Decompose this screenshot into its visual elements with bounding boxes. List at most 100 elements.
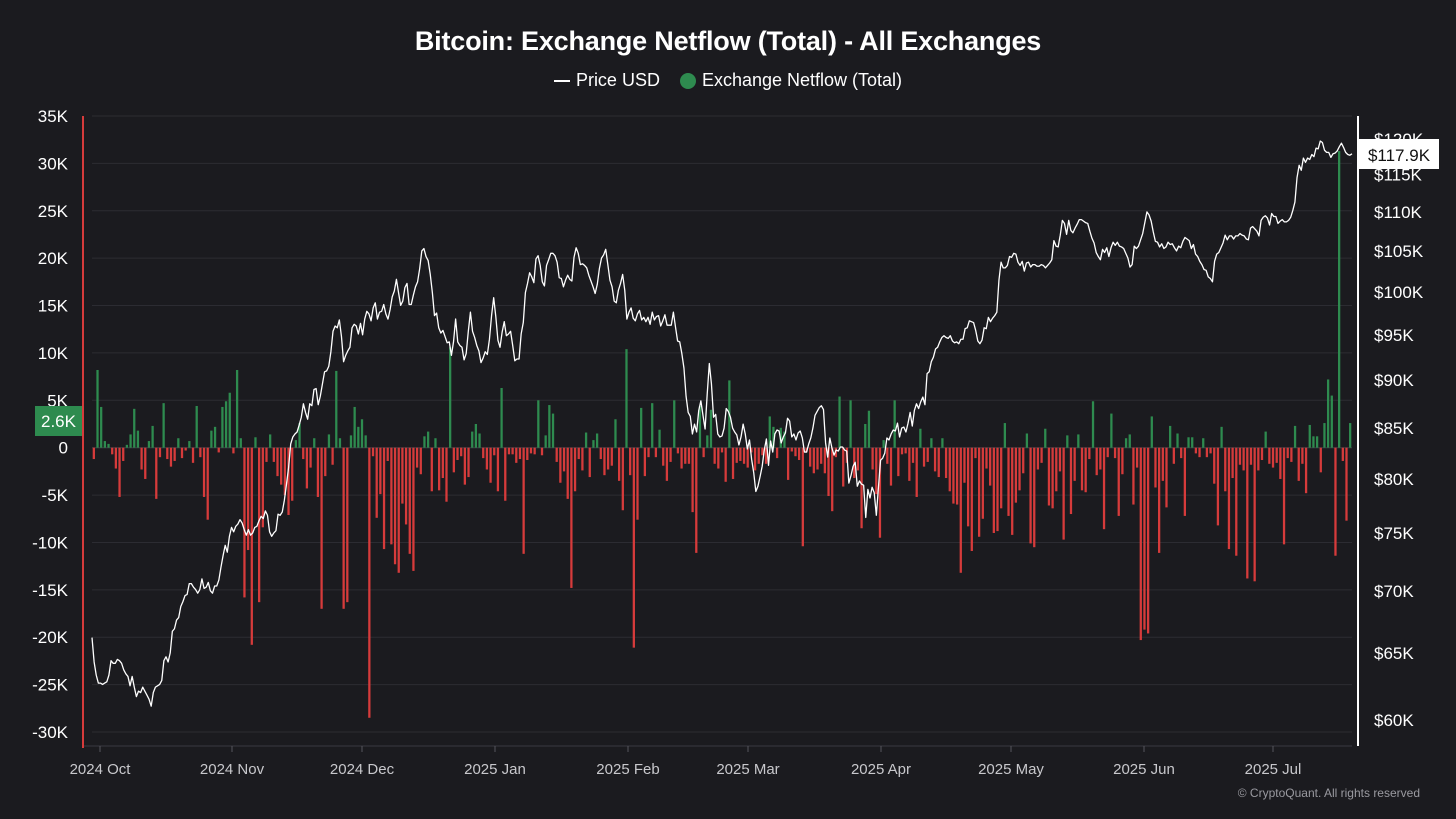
netflow-bar <box>1055 447 1058 492</box>
netflow-bar <box>1297 447 1300 481</box>
netflow-bar <box>320 447 323 609</box>
netflow-bar <box>794 447 797 457</box>
netflow-bar <box>783 431 786 448</box>
y-right-tick-label: $100K <box>1374 283 1424 302</box>
netflow-bar <box>1227 447 1231 550</box>
netflow-bar <box>978 447 981 537</box>
netflow-bar <box>1202 438 1205 448</box>
legend-price-label: Price USD <box>575 70 660 90</box>
netflow-bar <box>133 408 136 448</box>
netflow-bar <box>423 436 426 448</box>
netflow-bar <box>419 447 422 475</box>
netflow-bar <box>551 413 555 448</box>
netflow-bar <box>933 447 937 472</box>
netflow-bar <box>750 447 753 453</box>
netflow-bar <box>882 440 885 448</box>
netflow-bar <box>184 447 187 451</box>
x-tick-label: 2024 Oct <box>70 761 132 778</box>
netflow-bar <box>511 447 514 455</box>
netflow-bar <box>996 447 999 532</box>
netflow-bar <box>1330 395 1333 448</box>
netflow-bar <box>533 447 536 455</box>
netflow-bar <box>485 447 489 470</box>
netflow-bar <box>1246 447 1249 579</box>
netflow-bar <box>1319 447 1322 473</box>
netflow-bar <box>1022 447 1025 474</box>
axes: 35K 30K 25K 20K 15K 10K 5K 0 -5K -10K -15K -20K -25K… <box>32 107 1424 778</box>
price-line-swatch <box>553 79 570 82</box>
netflow-bar <box>1029 447 1032 544</box>
y-left-tick-label: 20K <box>38 249 69 268</box>
netflow-bar <box>867 410 871 448</box>
netflow-bar <box>889 447 893 486</box>
netflow-bar <box>1253 447 1256 582</box>
netflow-bar <box>816 447 819 470</box>
netflow-bar <box>720 447 724 453</box>
netflow-bar <box>592 440 595 448</box>
netflow-bar <box>529 447 533 454</box>
netflow-bar <box>504 447 507 501</box>
netflow-bar <box>1191 437 1194 448</box>
netflow-bar <box>515 447 518 463</box>
y-left-tick-label: 5K <box>47 391 68 410</box>
y-right-tick-label: $105K <box>1374 242 1424 261</box>
netflow-bar <box>353 406 356 448</box>
netflow-bar <box>1194 447 1198 454</box>
netflow-bar <box>831 447 834 512</box>
netflow-bar <box>269 434 272 448</box>
current-price-label: $117.9K <box>1368 146 1431 165</box>
netflow-bar <box>280 447 283 485</box>
netflow-bar <box>331 447 334 465</box>
netflow-bar <box>1213 447 1216 484</box>
netflow-bar <box>324 447 327 477</box>
legend-item-netflow[interactable]: Exchange Netflow (Total) <box>679 70 902 91</box>
netflow-bar <box>173 447 176 461</box>
netflow-bar <box>1058 447 1062 472</box>
netflow-bar <box>629 447 632 476</box>
netflow-bar <box>1084 447 1087 493</box>
netflow-bar <box>1132 447 1135 505</box>
netflow-bar <box>1338 151 1341 448</box>
netflow-bar <box>1000 447 1003 509</box>
netflow-bar <box>449 347 452 448</box>
y-left-tick-label: 25K <box>38 202 69 221</box>
netflow-bar <box>199 447 202 458</box>
netflow-bar <box>1113 447 1117 459</box>
netflow-bar <box>228 392 231 448</box>
netflow-bar <box>669 447 672 462</box>
netflow-bar <box>1036 447 1040 470</box>
netflow-bar <box>706 435 709 448</box>
netflow-bar <box>467 447 470 478</box>
netflow-bar <box>897 447 900 477</box>
netflow-bars <box>92 151 1352 718</box>
netflow-bar <box>191 447 195 463</box>
netflow-bar <box>606 447 610 470</box>
netflow-bar <box>438 447 441 491</box>
netflow-bar <box>390 447 393 545</box>
netflow-bar <box>397 447 400 573</box>
netflow-bar <box>1304 447 1308 494</box>
netflow-bar <box>742 447 746 464</box>
netflow-bar <box>313 438 316 448</box>
netflow-bar <box>1293 425 1297 448</box>
netflow-bar <box>1062 447 1065 540</box>
netflow-bar <box>1279 447 1282 479</box>
y-left-tick-label: -25K <box>32 676 69 695</box>
legend-item-price[interactable]: Price USD <box>553 70 660 91</box>
netflow-bar <box>342 447 345 609</box>
netflow-bar <box>1099 447 1102 470</box>
netflow-bar <box>1176 433 1179 448</box>
netflow-bar <box>992 447 995 533</box>
chart-title: Bitcoin: Exchange Netflow (Total) - All … <box>414 26 1042 56</box>
netflow-bar <box>717 447 720 469</box>
netflow-bar <box>1165 447 1168 508</box>
netflow-bar <box>761 447 764 456</box>
y-left-tick-label: 30K <box>38 154 69 173</box>
netflow-bar <box>834 447 838 458</box>
netflow-bar <box>775 447 779 459</box>
netflow-bar <box>838 396 841 448</box>
netflow-bar <box>1235 447 1238 556</box>
netflow-bar <box>1220 426 1223 448</box>
y-left-tick-label: 35K <box>38 107 69 126</box>
